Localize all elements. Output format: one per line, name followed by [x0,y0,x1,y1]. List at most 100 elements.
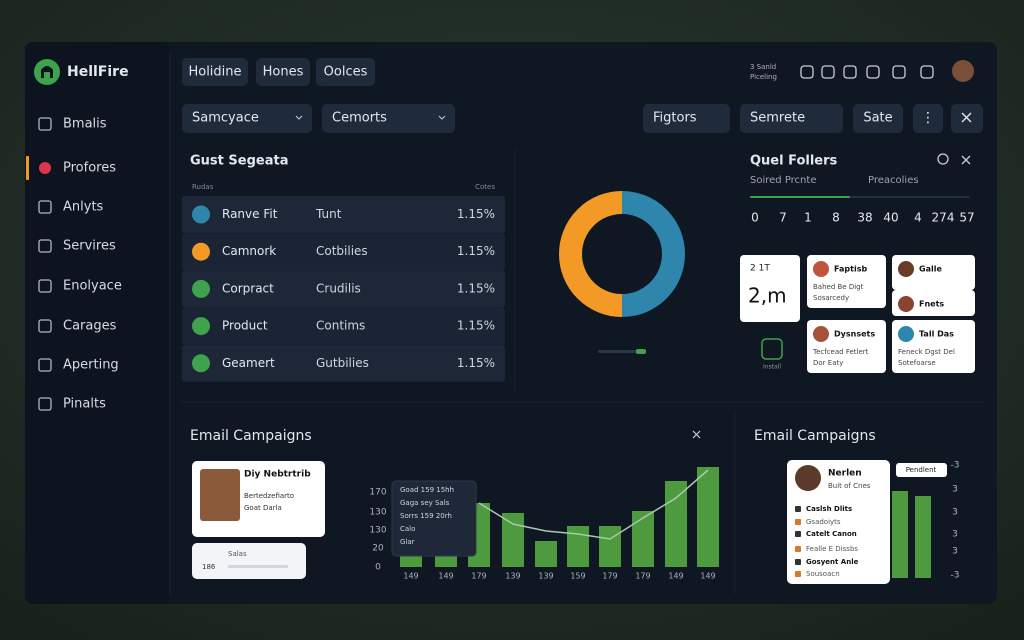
profile-detail: Bertedzefiarto [244,492,294,500]
subtab[interactable]: Preacolies [868,175,919,186]
nav-item[interactable]: Aperting [63,358,119,373]
action-label[interactable]: Figtors [653,111,697,126]
tab-label[interactable]: Oolces [324,65,368,80]
axis-label: 3 [952,508,958,518]
row-icon [192,279,210,298]
x-axis-label: 159 [570,572,585,581]
active-indicator [26,156,29,180]
person-name: Faptisb [834,265,867,274]
nav-icon [38,200,52,214]
dropdown[interactable] [182,104,312,133]
tab-label[interactable]: Hones [263,65,304,80]
status: Piceling [750,73,777,81]
toolbar-icon[interactable] [866,65,880,79]
tab[interactable] [256,58,310,86]
close-glyph[interactable] [961,155,971,165]
dropdown-label[interactable]: Cemorts [332,111,387,126]
nav-item[interactable]: Profores [63,161,116,176]
stat-card [740,255,800,322]
bar [400,555,422,567]
slider-thumb [636,349,646,354]
toolbar-icon[interactable] [843,65,857,79]
search-icon[interactable] [937,153,949,165]
nav-icon [38,319,52,333]
nav-item[interactable]: Bmalis [63,117,107,132]
stat-label: 2 1T [750,264,770,274]
bar [915,496,931,578]
dropdown[interactable] [322,104,455,133]
action-button[interactable] [643,104,730,133]
profile-detail: Goat Darla [244,504,282,512]
count: 8 [832,211,840,225]
person-card[interactable] [892,290,975,316]
stat-value: 2,m [748,284,787,308]
row-type: Crudilis [316,281,361,295]
person-detail: Sosarcedy [813,294,849,302]
list-item: Caslsh Dlits [806,505,852,513]
item-icon [795,519,801,525]
dropdown-label[interactable]: Samcyace [192,111,259,126]
bar [632,511,654,567]
profile-name: Diy Nebtrtrib [244,470,311,480]
person-name: Dysnsets [834,330,875,339]
nav-item[interactable]: Servires [63,239,116,254]
action-button[interactable] [740,104,843,133]
profile-detail: Buit of Cnes [828,482,871,490]
table-row [182,307,505,345]
person-detail: Sotefoarse [898,359,936,367]
axis-label: -3 [951,571,960,581]
list-item: Gsadoiyts [806,518,841,526]
bar [892,491,908,578]
item-icon [795,571,801,577]
profile-card[interactable] [787,460,890,584]
avatar[interactable] [952,60,974,82]
sales-value: 186 [202,563,216,571]
toolbar-icon[interactable] [821,65,835,79]
toolbar-icon[interactable] [800,65,814,79]
count: 4 [914,211,922,225]
row-value: 1.15% [457,319,495,333]
row-icon [192,205,210,224]
nav-item[interactable]: Anlyts [63,200,104,215]
row-name: Ranve Fit [222,207,278,221]
tooltip-line: Glar [400,538,415,546]
y-axis-label: 20 [372,544,384,554]
profile-name: Nerlen [828,469,862,479]
sales-card[interactable] [192,543,306,579]
person-avatar [898,326,914,342]
nav-item[interactable]: Enolyace [63,279,122,294]
toolbar-icon[interactable] [892,65,906,79]
subtab[interactable]: Soired Prcnte [750,175,816,186]
x-axis-label: 179 [471,572,486,581]
row-type: Tunt [315,207,342,221]
nav-item[interactable]: Carages [63,319,117,334]
sales-bar [228,565,288,568]
action-label[interactable]: Sate [863,111,892,126]
menu-button[interactable] [913,104,943,133]
tab[interactable] [316,58,375,86]
x-axis-label: 179 [602,572,617,581]
tab-label[interactable]: Holidine [188,65,241,80]
row-type: Gutbilies [316,356,369,370]
person-detail: Feneck Dgst Del [898,348,955,356]
action-label[interactable]: Semrete [750,111,805,126]
tooltip-line: Gaga sey Sals [400,499,450,507]
table-row [182,196,505,233]
install-icon[interactable] [761,338,783,360]
nav-icon [39,162,51,174]
toolbar-icon[interactable] [920,65,934,79]
tab[interactable] [182,58,248,86]
panel-title: Email Campaigns [754,428,876,444]
nav-item[interactable]: Pinalts [63,397,106,412]
row-icon [192,354,210,373]
item-icon [795,506,801,512]
person-name: Galle [919,265,942,274]
bar [697,467,719,567]
install-label: Install [763,364,781,371]
action-button[interactable] [853,104,903,133]
row-name: Camnork [222,244,276,258]
donut-segment [621,191,685,317]
person-card[interactable] [892,255,975,290]
list-item: Sousoacn [806,570,840,578]
